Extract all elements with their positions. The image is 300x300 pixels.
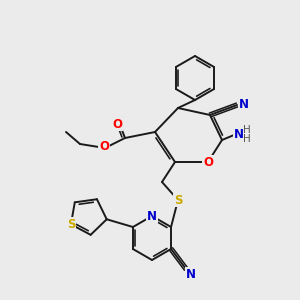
- Text: O: O: [112, 118, 122, 130]
- Text: O: O: [99, 140, 109, 154]
- Text: O: O: [203, 155, 213, 169]
- Text: H: H: [243, 134, 251, 144]
- Text: N: N: [239, 98, 249, 110]
- Text: N: N: [147, 209, 157, 223]
- Text: N: N: [234, 128, 244, 140]
- Text: S: S: [67, 218, 75, 231]
- Text: H: H: [243, 125, 251, 135]
- Text: N: N: [186, 268, 196, 281]
- Text: S: S: [174, 194, 182, 206]
